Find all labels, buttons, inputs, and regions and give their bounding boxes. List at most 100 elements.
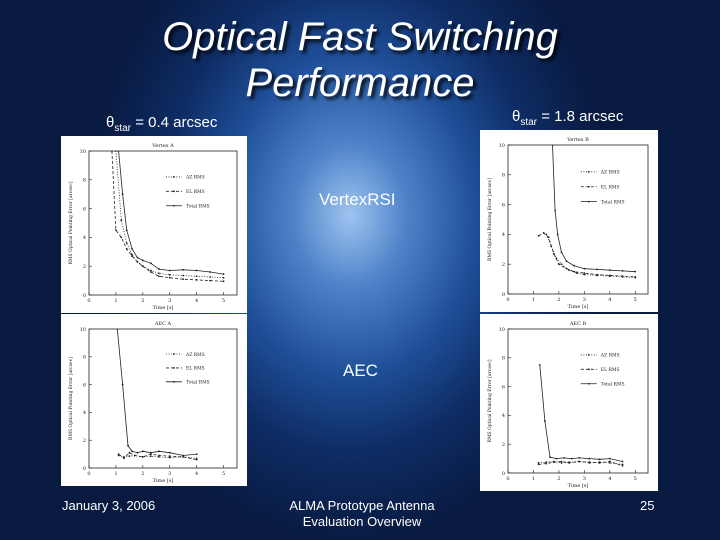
data-point-el-rms bbox=[621, 464, 624, 467]
legend-marker bbox=[587, 382, 590, 385]
y-tick-label: 2 bbox=[83, 438, 86, 444]
data-point-total-rms bbox=[121, 383, 124, 386]
data-point-total-rms bbox=[544, 420, 546, 423]
theta-right-symbol: θ bbox=[512, 108, 521, 125]
data-point-total-rms bbox=[127, 444, 129, 447]
data-point-total-rms bbox=[136, 451, 139, 454]
data-point-az-rms bbox=[120, 219, 123, 222]
footer-date: January 3, 2006 bbox=[62, 498, 156, 513]
theta-left-symbol: θ bbox=[106, 114, 115, 131]
data-point-el-rms bbox=[634, 275, 637, 278]
y-tick-label: 10 bbox=[499, 143, 505, 149]
slide-title: Optical Fast Switching Performance bbox=[0, 14, 720, 106]
data-point-el-rms bbox=[149, 271, 152, 273]
data-point-total-rms bbox=[578, 456, 581, 459]
y-tick-label: 10 bbox=[80, 327, 86, 333]
theta-left-label: θstar = 0.4 arcsec bbox=[106, 114, 217, 134]
legend-marker bbox=[173, 176, 175, 178]
legend-marker bbox=[587, 200, 590, 203]
data-point-az-rms bbox=[128, 455, 131, 458]
data-point-az-rms bbox=[575, 272, 578, 275]
y-tick-label: 0 bbox=[83, 466, 86, 472]
data-point-total-rms bbox=[222, 273, 225, 276]
data-point-total-rms bbox=[158, 450, 160, 453]
x-tick-label: 3 bbox=[583, 297, 586, 303]
y-tick-label: 6 bbox=[502, 202, 505, 208]
chart-title: AEC A bbox=[154, 321, 172, 327]
data-point-el-rms bbox=[222, 280, 225, 283]
y-tick-label: 8 bbox=[502, 173, 505, 179]
y-tick-label: 6 bbox=[83, 206, 86, 212]
data-point-el-rms bbox=[133, 454, 136, 457]
data-point-el-rms bbox=[565, 267, 568, 270]
data-point-az-rms bbox=[168, 456, 171, 459]
x-tick-label: 4 bbox=[195, 298, 198, 304]
data-point-total-rms bbox=[195, 453, 198, 455]
x-tick-label: 3 bbox=[168, 471, 171, 477]
y-tick-label: 8 bbox=[502, 356, 505, 362]
legend-marker bbox=[587, 368, 590, 371]
y-tick-label: 0 bbox=[502, 471, 505, 477]
data-point-el-rms bbox=[552, 252, 555, 255]
y-tick-label: 4 bbox=[502, 413, 505, 419]
series-line-total-rms bbox=[118, 151, 224, 275]
data-point-el-rms bbox=[182, 278, 185, 281]
slide-title-line2: Performance bbox=[245, 61, 475, 105]
data-point-el-rms bbox=[545, 462, 548, 465]
data-point-az-rms bbox=[149, 455, 152, 458]
data-point-az-rms bbox=[158, 455, 160, 458]
chart-panel-vertex-b: Vertex B 0 1 2 3 4 5 0 2 4 6 8 10 Time [s] RMS Optical… bbox=[480, 130, 658, 312]
data-point-az-rms bbox=[168, 273, 171, 276]
data-point-az-rms bbox=[608, 462, 611, 464]
x-tick-label: 4 bbox=[195, 471, 198, 477]
chart-aec-b: AEC B 0 1 2 3 4 5 0 2 4 6 8 10 Time [s] RMS Optical Po… bbox=[487, 321, 649, 489]
legend-label: Total RMS bbox=[601, 199, 625, 205]
x-axis-label: Time [s] bbox=[153, 305, 174, 311]
series-line-az-rms bbox=[115, 151, 224, 279]
plot-area bbox=[110, 151, 225, 283]
data-point-el-rms bbox=[182, 455, 185, 458]
x-axis-label: Time [s] bbox=[568, 304, 589, 310]
data-point-el-rms bbox=[149, 453, 152, 455]
x-tick-label: 1 bbox=[114, 471, 117, 477]
data-point-az-rms bbox=[209, 276, 211, 278]
data-point-az-rms bbox=[125, 242, 128, 245]
data-point-el-rms bbox=[209, 279, 211, 282]
data-point-el-rms bbox=[558, 263, 560, 266]
data-point-el-rms bbox=[168, 276, 171, 279]
data-point-el-rms bbox=[588, 461, 591, 464]
data-point-el-rms bbox=[115, 229, 117, 232]
slide-title-line1: Optical Fast Switching bbox=[162, 15, 558, 59]
y-axis-label: RMS Optical Pointing Error [arcsec] bbox=[487, 359, 493, 442]
plot-area bbox=[537, 145, 637, 279]
data-point-el-rms bbox=[583, 272, 586, 275]
y-tick-label: 4 bbox=[83, 235, 86, 241]
data-point-az-rms bbox=[545, 233, 548, 236]
x-tick-label: 1 bbox=[532, 476, 535, 482]
x-tick-label: 2 bbox=[557, 476, 560, 482]
data-point-total-rms bbox=[168, 451, 171, 454]
series-line-az-rms bbox=[118, 455, 197, 459]
y-axis-label: RMS Optical Pointing Error [arcsec] bbox=[68, 357, 74, 440]
data-point-total-rms bbox=[556, 233, 559, 236]
data-point-az-rms bbox=[115, 151, 117, 152]
data-point-el-rms bbox=[608, 274, 611, 277]
data-point-total-rms bbox=[608, 457, 611, 460]
series-line-az-rms bbox=[545, 234, 636, 278]
data-point-total-rms bbox=[182, 268, 185, 271]
data-point-total-rms bbox=[116, 329, 119, 330]
data-point-total-rms bbox=[555, 457, 558, 460]
x-tick-label: 1 bbox=[532, 297, 535, 303]
data-point-total-rms bbox=[596, 268, 598, 271]
data-point-el-rms bbox=[578, 460, 581, 463]
x-tick-label: 5 bbox=[634, 297, 637, 303]
data-point-az-rms bbox=[583, 273, 586, 276]
x-tick-label: 2 bbox=[141, 298, 144, 304]
data-point-total-rms bbox=[588, 457, 591, 460]
series-line-el-rms bbox=[538, 232, 636, 278]
plot-frame bbox=[88, 150, 238, 296]
data-point-el-rms bbox=[128, 451, 131, 454]
series-line-el-rms bbox=[538, 461, 623, 467]
data-point-total-rms bbox=[141, 450, 144, 453]
legend-marker bbox=[587, 185, 590, 188]
